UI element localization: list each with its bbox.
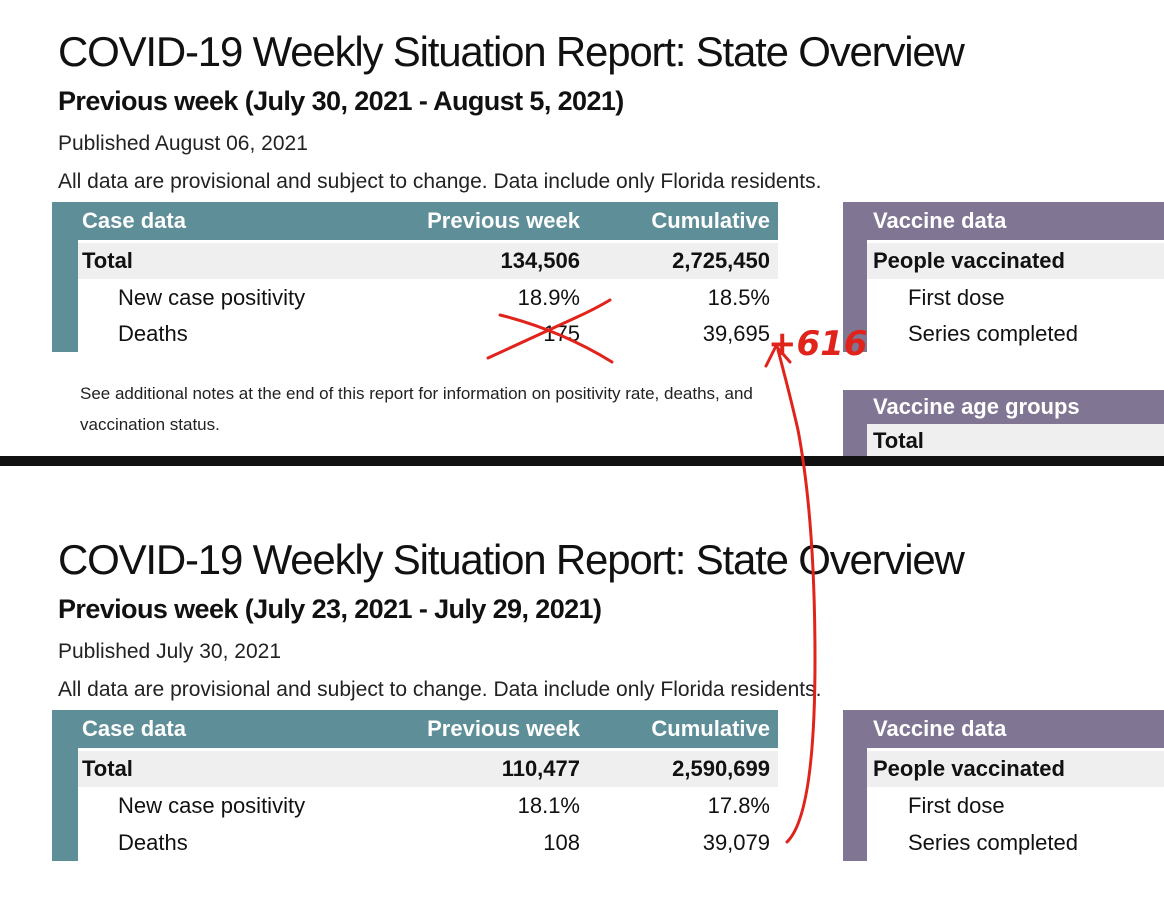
header-case-data: Case data bbox=[82, 208, 186, 233]
report-title: COVID-19 Weekly Situation Report: State … bbox=[58, 28, 965, 75]
header-cumulative: Cumulative bbox=[651, 208, 770, 233]
row-prev: 108 bbox=[543, 830, 580, 855]
table-header: Case data Previous week Cumulative bbox=[52, 202, 778, 240]
row-prev: 175 bbox=[543, 321, 580, 346]
row-prev: 134,506 bbox=[500, 248, 580, 273]
header-vaccine-age-groups: Vaccine age groups bbox=[873, 394, 1080, 419]
table-row-total: Total bbox=[867, 424, 1164, 456]
row-label: Series completed bbox=[908, 830, 1078, 855]
row-label: Total bbox=[82, 756, 133, 781]
table-header: Vaccine age groups bbox=[843, 390, 1164, 424]
report-title: COVID-19 Weekly Situation Report: State … bbox=[58, 536, 965, 583]
published-date: Published August 06, 2021 bbox=[58, 132, 308, 155]
header-cumulative: Cumulative bbox=[651, 716, 770, 741]
row-label: First dose bbox=[908, 793, 1005, 818]
header-vaccine-data: Vaccine data bbox=[873, 716, 1007, 741]
report-aug-06: COVID-19 Weekly Situation Report: State … bbox=[52, 28, 1164, 456]
row-label: New case positivity bbox=[118, 793, 306, 818]
table-row-people-vaccinated: People vaccinated bbox=[867, 243, 1164, 279]
case-data-table: Case data Previous week Cumulative Total… bbox=[52, 202, 778, 352]
table-row-total: Total 110,477 2,590,699 bbox=[78, 751, 778, 787]
table-row-deaths: Deaths 175 39,695 bbox=[78, 316, 778, 352]
report-jul-30: COVID-19 Weekly Situation Report: State … bbox=[0, 470, 1164, 902]
disclaimer: All data are provisional and subject to … bbox=[58, 170, 822, 193]
table-row-total: Total 134,506 2,725,450 bbox=[78, 243, 778, 279]
vaccine-data-table: Vaccine data People vaccinated First dos… bbox=[843, 710, 1164, 861]
report-subtitle: Previous week (July 30, 2021 - August 5,… bbox=[58, 86, 624, 116]
screenshot-divider bbox=[0, 456, 1164, 466]
row-label: People vaccinated bbox=[873, 248, 1065, 273]
row-label: Deaths bbox=[118, 321, 188, 346]
table-row-first-dose: First dose bbox=[867, 788, 1164, 824]
row-label: First dose bbox=[908, 285, 1005, 310]
table-header: Vaccine data bbox=[843, 202, 1164, 240]
table-row-deaths: Deaths 108 39,079 bbox=[78, 825, 778, 861]
row-cum: 2,725,450 bbox=[672, 248, 770, 273]
table-side-bar bbox=[843, 424, 867, 456]
table-row-first-dose: First dose bbox=[867, 280, 1164, 316]
table-row-series-completed: Series completed bbox=[867, 825, 1164, 861]
row-label: Total bbox=[873, 428, 924, 453]
row-label: Series completed bbox=[908, 321, 1078, 346]
published-date: Published July 30, 2021 bbox=[58, 640, 281, 663]
row-prev: 18.1% bbox=[517, 793, 580, 818]
vaccine-age-groups-table: Vaccine age groups Total bbox=[843, 390, 1164, 456]
table-row-series-completed: Series completed bbox=[867, 316, 1164, 352]
row-prev: 18.9% bbox=[517, 285, 580, 310]
row-cum: 17.8% bbox=[707, 793, 770, 818]
disclaimer: All data are provisional and subject to … bbox=[58, 678, 822, 701]
row-label: Deaths bbox=[118, 830, 188, 855]
header-vaccine-data: Vaccine data bbox=[873, 208, 1007, 233]
vaccine-data-table: Vaccine data People vaccinated First dos… bbox=[843, 202, 1164, 352]
row-cum: 2,590,699 bbox=[672, 756, 770, 781]
row-cum: 18.5% bbox=[707, 285, 770, 310]
row-label: New case positivity bbox=[118, 285, 306, 310]
row-prev: 110,477 bbox=[501, 756, 580, 781]
table-row-positivity: New case positivity 18.1% 17.8% bbox=[78, 788, 778, 824]
row-label: Total bbox=[82, 248, 133, 273]
table-row-people-vaccinated: People vaccinated bbox=[867, 751, 1164, 787]
row-cum: 39,079 bbox=[702, 830, 770, 855]
table-header: Vaccine data bbox=[843, 710, 1164, 748]
row-label: People vaccinated bbox=[873, 756, 1065, 781]
report-notes: See additional notes at the end of this … bbox=[80, 384, 753, 434]
header-previous-week: Previous week bbox=[427, 716, 580, 741]
table-row-positivity: New case positivity 18.9% 18.5% bbox=[78, 280, 778, 316]
table-header: Case data Previous week Cumulative bbox=[52, 710, 778, 748]
report-subtitle: Previous week (July 23, 2021 - July 29, … bbox=[58, 594, 602, 624]
row-cum: 39,695 bbox=[702, 321, 770, 346]
header-case-data: Case data bbox=[82, 716, 186, 741]
header-previous-week: Previous week bbox=[427, 208, 580, 233]
case-data-table: Case data Previous week Cumulative Total… bbox=[52, 710, 778, 861]
